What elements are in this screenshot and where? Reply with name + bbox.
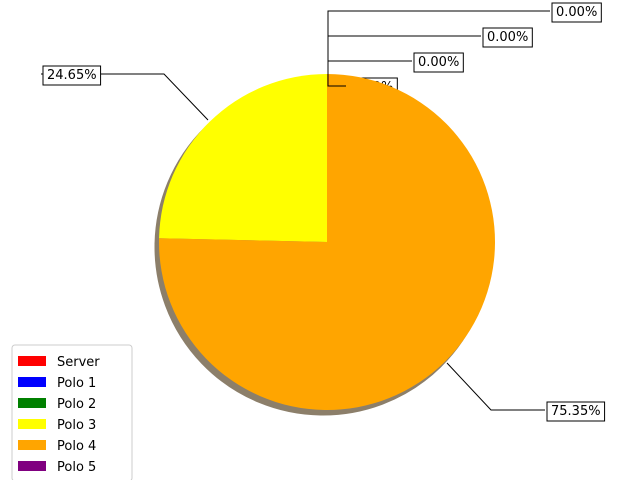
slice-label-polo-4: 75.35% — [546, 401, 606, 422]
slice-value-label: 24.65% — [47, 68, 97, 83]
slice-label-polo-2: 0.00% — [413, 52, 464, 73]
slice-label-box — [551, 2, 602, 23]
slice-label-box — [546, 401, 606, 422]
slice-label-box — [42, 65, 102, 86]
legend-swatch-server — [18, 356, 46, 366]
leader-line-polo-4 — [446, 362, 545, 411]
slice-labels: 0.00% 0.00% 0.00% 24.65% 75.35% — [42, 2, 606, 422]
slice-value-label: 75.35% — [551, 404, 601, 419]
legend-label-server: Server — [57, 355, 100, 370]
legend-swatch-polo-4 — [18, 440, 46, 450]
slice-label-box — [482, 27, 533, 48]
legend-swatch-polo-5 — [18, 461, 46, 471]
slice-label-polo-3: 24.65% — [42, 65, 102, 86]
slice-value-label: 0.00% — [556, 5, 597, 20]
slice-value-label: 0.00% — [418, 55, 459, 70]
slice-label-box — [413, 52, 464, 73]
legend-label-polo-2: Polo 2 — [57, 397, 96, 412]
slice-value-label: 0.00% — [487, 30, 528, 45]
legend-label-polo-4: Polo 4 — [57, 439, 96, 454]
legend-label-polo-5: Polo 5 — [57, 460, 96, 475]
legend-label-polo-3: Polo 3 — [57, 418, 96, 433]
legend: Server Polo 1 Polo 2 Polo 3 Polo 4 Polo 5 — [11, 344, 133, 480]
pie-slices — [159, 74, 495, 410]
legend-label-polo-1: Polo 1 — [57, 376, 96, 391]
legend-swatch-polo-3 — [18, 419, 46, 429]
leader-line-polo-5 — [327, 74, 346, 87]
slice-label-polo-1: 0.00% — [482, 27, 533, 48]
leader-lines — [41, 10, 550, 411]
slice-polo-3 — [159, 74, 327, 242]
slice-polo-4 — [159, 74, 495, 410]
legend-swatch-polo-2 — [18, 398, 46, 408]
legend-swatch-polo-1 — [18, 377, 46, 387]
leader-line-polo-2 — [327, 60, 412, 74]
slice-label-server: 0.00% — [551, 2, 602, 23]
